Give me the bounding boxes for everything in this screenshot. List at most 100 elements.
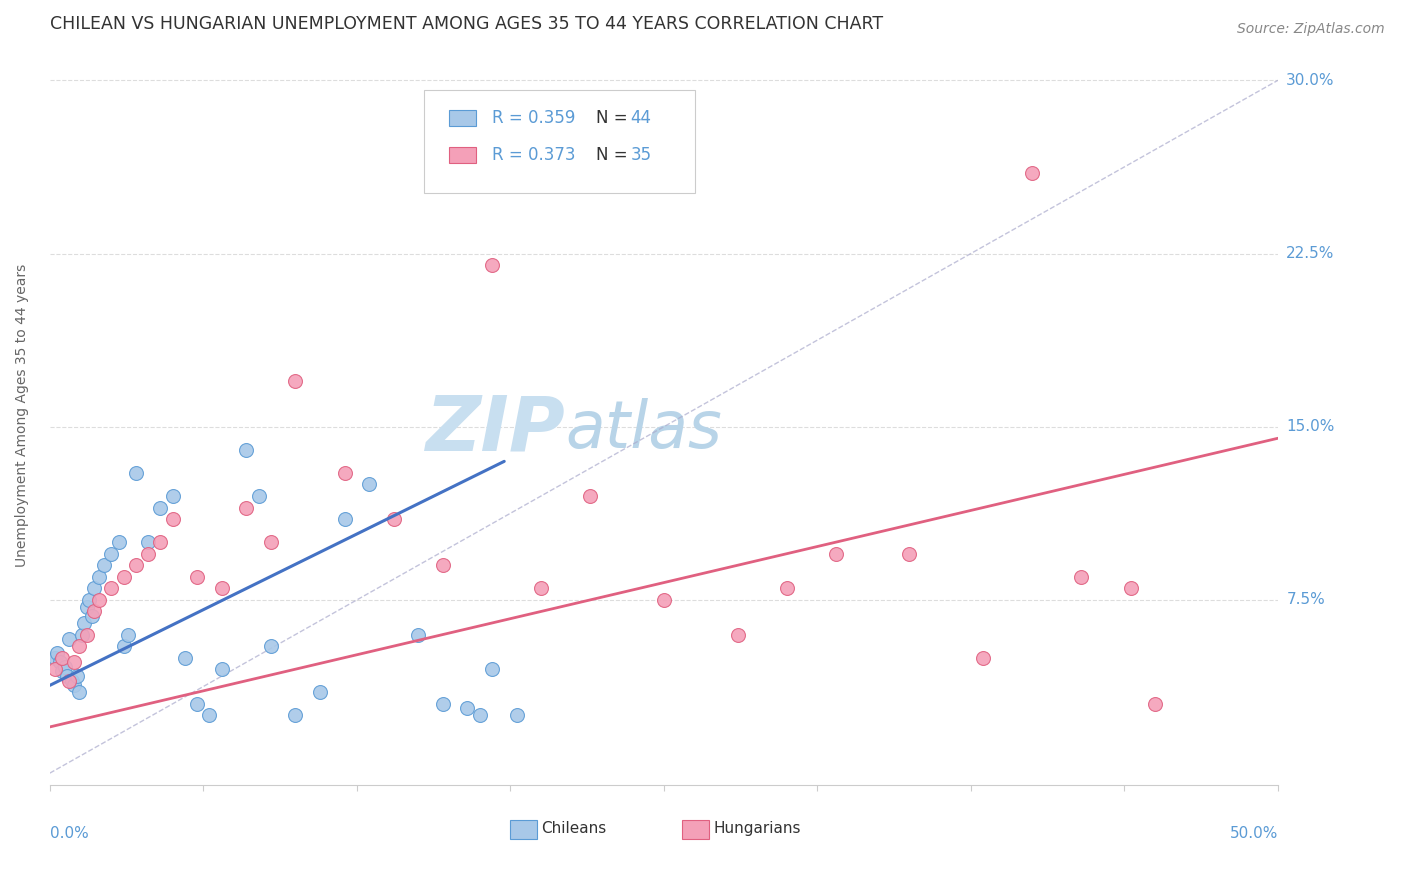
- Point: [83, 582, 105, 596]
- FancyBboxPatch shape: [425, 90, 695, 194]
- Text: CHILEAN VS HUNGARIAN UNEMPLOYMENT AMONG AGES 35 TO 44 YEARS CORRELATION CHART: CHILEAN VS HUNGARIAN UNEMPLOYMENT AMONG …: [49, 15, 883, 33]
- Point: [211, 662, 233, 676]
- Point: [56, 669, 79, 683]
- Text: atlas: atlas: [565, 398, 723, 462]
- Point: [1119, 582, 1142, 596]
- Point: [235, 442, 257, 457]
- Point: [117, 627, 139, 641]
- Point: [1144, 697, 1167, 711]
- Point: [481, 258, 503, 272]
- Point: [66, 669, 89, 683]
- Point: [1070, 570, 1092, 584]
- Point: [83, 604, 105, 618]
- Text: ZIP: ZIP: [426, 393, 565, 467]
- Point: [125, 558, 148, 573]
- Point: [309, 685, 332, 699]
- Point: [727, 627, 749, 641]
- Point: [80, 609, 103, 624]
- Text: N =: N =: [596, 146, 628, 164]
- Point: [100, 547, 122, 561]
- Text: Hungarians: Hungarians: [713, 822, 800, 837]
- FancyBboxPatch shape: [449, 110, 477, 126]
- Point: [51, 665, 73, 679]
- Point: [382, 512, 405, 526]
- Point: [260, 639, 283, 653]
- Point: [406, 627, 429, 641]
- Text: 7.5%: 7.5%: [1286, 592, 1324, 607]
- Text: 50.0%: 50.0%: [1230, 826, 1278, 841]
- Point: [70, 627, 93, 641]
- Text: R = 0.373: R = 0.373: [492, 146, 575, 164]
- Point: [87, 570, 110, 584]
- Point: [87, 593, 110, 607]
- Point: [898, 547, 921, 561]
- Point: [136, 535, 159, 549]
- Text: 0.0%: 0.0%: [49, 826, 89, 841]
- Point: [112, 639, 135, 653]
- Point: [149, 535, 172, 549]
- Point: [44, 650, 66, 665]
- Point: [100, 582, 122, 596]
- Point: [46, 646, 69, 660]
- Point: [260, 535, 283, 549]
- Point: [44, 662, 66, 676]
- FancyBboxPatch shape: [449, 147, 477, 163]
- Point: [112, 570, 135, 584]
- Point: [67, 639, 90, 653]
- Point: [186, 697, 208, 711]
- Point: [359, 477, 381, 491]
- Point: [63, 678, 86, 692]
- Point: [456, 701, 478, 715]
- Point: [60, 673, 83, 688]
- Point: [432, 558, 454, 573]
- Point: [76, 599, 98, 614]
- Point: [136, 547, 159, 561]
- Point: [48, 655, 70, 669]
- Text: 30.0%: 30.0%: [1286, 73, 1334, 87]
- Point: [481, 662, 503, 676]
- Point: [186, 570, 208, 584]
- Point: [162, 512, 184, 526]
- Point: [73, 615, 96, 630]
- Point: [776, 582, 799, 596]
- Point: [67, 685, 90, 699]
- Point: [468, 708, 491, 723]
- Point: [333, 466, 356, 480]
- Text: Source: ZipAtlas.com: Source: ZipAtlas.com: [1237, 22, 1385, 37]
- Point: [162, 489, 184, 503]
- Point: [284, 708, 307, 723]
- Point: [58, 632, 80, 647]
- Point: [149, 500, 172, 515]
- Point: [972, 650, 994, 665]
- Text: 22.5%: 22.5%: [1286, 246, 1334, 261]
- FancyBboxPatch shape: [682, 820, 709, 838]
- Text: 15.0%: 15.0%: [1286, 419, 1334, 434]
- Point: [63, 655, 86, 669]
- Text: 44: 44: [631, 109, 652, 127]
- Point: [211, 582, 233, 596]
- Text: R = 0.359: R = 0.359: [492, 109, 575, 127]
- Point: [824, 547, 846, 561]
- Point: [530, 582, 553, 596]
- Point: [432, 697, 454, 711]
- Text: Chileans: Chileans: [541, 822, 606, 837]
- Point: [652, 593, 675, 607]
- Point: [125, 466, 148, 480]
- Point: [51, 650, 73, 665]
- Text: 35: 35: [631, 146, 652, 164]
- Point: [505, 708, 527, 723]
- Point: [284, 374, 307, 388]
- Point: [1021, 166, 1043, 180]
- Point: [198, 708, 221, 723]
- Point: [174, 650, 197, 665]
- Point: [333, 512, 356, 526]
- Point: [93, 558, 115, 573]
- Point: [247, 489, 270, 503]
- Point: [76, 627, 98, 641]
- Point: [77, 593, 100, 607]
- Text: N =: N =: [596, 109, 628, 127]
- Point: [58, 673, 80, 688]
- FancyBboxPatch shape: [510, 820, 537, 838]
- Point: [107, 535, 129, 549]
- Point: [53, 660, 76, 674]
